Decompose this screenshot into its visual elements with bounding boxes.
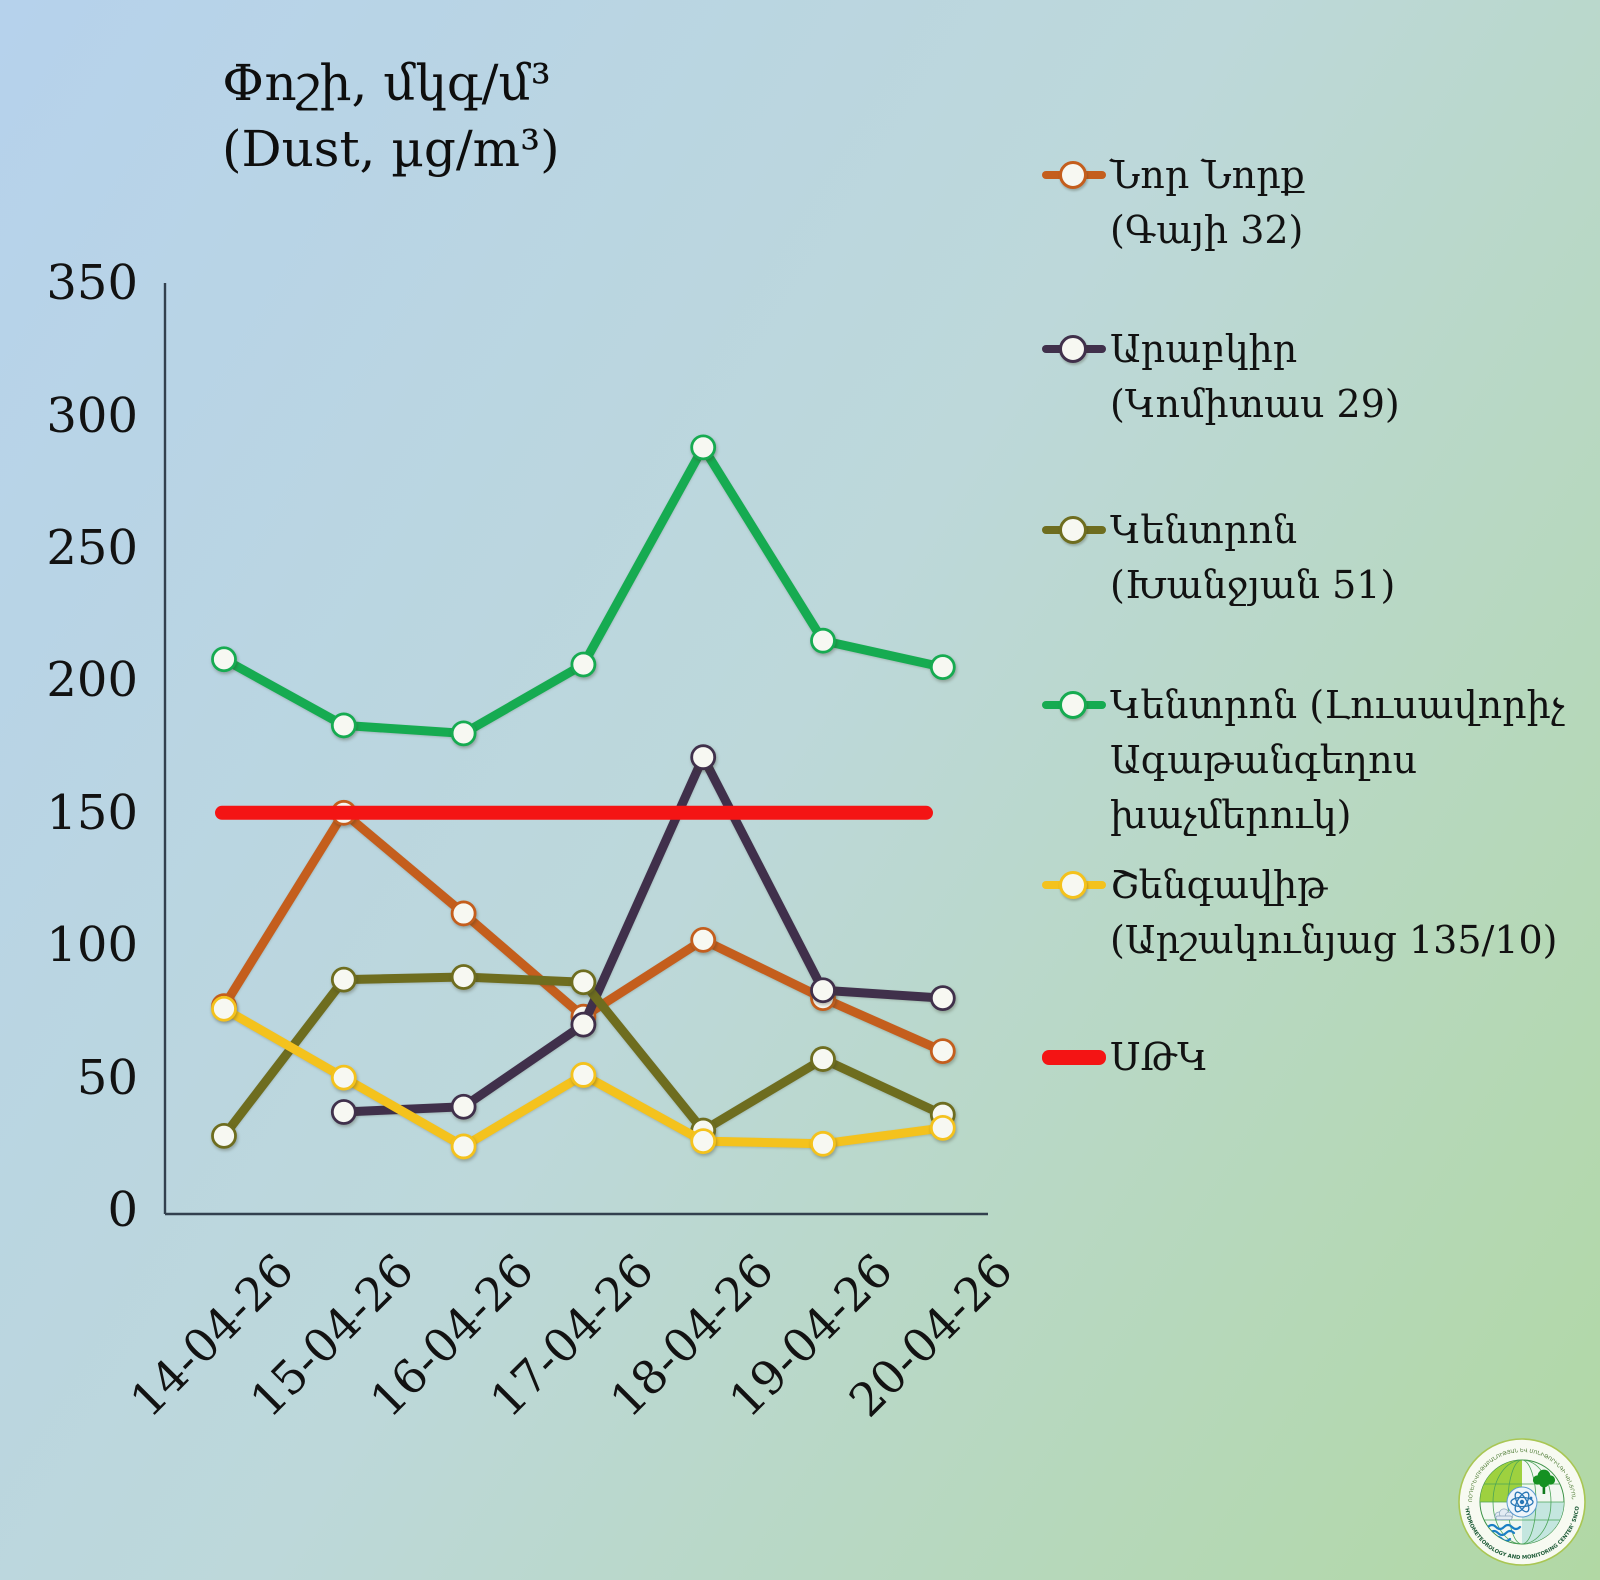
logo-cloud-icon [1494, 1508, 1514, 1521]
data-point-marker [810, 1046, 836, 1072]
data-point-marker [690, 434, 717, 461]
data-point-marker [450, 964, 477, 990]
y-axis-tick-label: 200 [46, 652, 138, 709]
legend-marker [1042, 691, 1106, 719]
legend-item: Նոր Նորք (Գայի 32) [1042, 148, 1305, 258]
data-point-marker [450, 1093, 477, 1120]
legend-label-line: խաչմերուկ) [1110, 793, 1352, 837]
legend-item: Շենգավիթ (Արշակունյաց 135/10) [1042, 858, 1558, 968]
y-axis-tick-label: 50 [76, 1049, 138, 1106]
data-point-marker [690, 927, 717, 953]
legend-label-line: ՍԹԿ [1110, 1035, 1208, 1079]
y-axis-tick-label: 250 [46, 520, 138, 576]
data-point-marker [570, 1062, 597, 1088]
data-point-marker [330, 712, 357, 739]
y-axis-tick-label: 100 [46, 917, 138, 974]
legend-marker [1042, 871, 1106, 899]
data-point-marker [690, 744, 717, 771]
legend-marker [1042, 1043, 1106, 1071]
data-point-marker [810, 627, 836, 654]
data-point-marker [810, 977, 836, 1004]
legend-marker-dot [1059, 871, 1087, 899]
legend-label-line: Շենգավիթ [1110, 863, 1328, 907]
data-point-marker [211, 995, 237, 1022]
legend-label-line: (Արշակունյաց 135/10) [1110, 918, 1558, 962]
data-point-marker [450, 900, 477, 927]
legend-label-line: (Խանջյան 51) [1110, 563, 1396, 607]
data-point-marker [330, 966, 357, 993]
legend-label-line: (Կոմիտաս 29) [1110, 382, 1400, 426]
data-point-marker [929, 1038, 956, 1065]
y-axis-tick-label: 350 [46, 255, 138, 312]
legend-label: Կենտրոն (Խանջյան 51) [1110, 503, 1395, 613]
legend-marker-dot [1059, 691, 1087, 719]
data-point-marker [450, 720, 477, 747]
chart-title-armenian: Փոշի, մկգ/մ³ [222, 54, 551, 112]
y-axis-tick-label: 0 [107, 1182, 138, 1238]
legend-marker [1042, 516, 1106, 544]
org-logo: ՀԻԴՐՈՕԴԵՐԵՎՈՒԹԱԲԱՆՈՒԹՅԱՆ ԵՎ ՄՈՆԻԹՈՐԻՆԳԻ … [1452, 1432, 1586, 1566]
legend-label: Կենտրոն (Լուսավորիչ Ագաթանգեղոս խաչմերուկ) [1110, 678, 1565, 843]
data-point-marker [570, 1011, 597, 1038]
legend-label-line: (Գայի 32) [1110, 208, 1304, 252]
data-point-marker [211, 1122, 237, 1149]
legend-marker [1042, 161, 1106, 189]
legend-item: Կենտրոն (Խանջյան 51) [1042, 503, 1395, 613]
logo-atom-icon [1506, 1486, 1538, 1518]
series-line-2 [339, 752, 948, 1117]
legend-item: ՍԹԿ [1042, 1030, 1208, 1085]
data-point-marker [690, 1128, 717, 1155]
data-point-marker [929, 985, 956, 1012]
legend-label-line: Նոր Նորք [1110, 153, 1305, 197]
data-point-marker [570, 969, 597, 996]
legend-label: Արաբկիր (Կոմիտաս 29) [1110, 322, 1400, 432]
series-line-4 [219, 442, 948, 738]
data-point-marker [570, 651, 597, 678]
y-axis-tick-label: 150 [46, 784, 138, 841]
data-point-marker [330, 1099, 357, 1125]
legend-label-line: Ագաթանգեղոս [1110, 738, 1418, 782]
data-point-marker [929, 654, 956, 681]
legend-marker [1042, 335, 1106, 363]
legend-item: Կենտրոն (Լուսավորիչ Ագաթանգեղոս խաչմերուկ) [1042, 678, 1565, 843]
legend-label: Նոր Նորք (Գայի 32) [1110, 148, 1305, 258]
data-point-marker [929, 1115, 956, 1141]
data-point-marker [810, 1130, 836, 1157]
legend-label-line: Կենտրոն [1110, 508, 1298, 552]
legend-label: ՍԹԿ [1110, 1030, 1208, 1085]
legend-item: Արաբկիր (Կոմիտաս 29) [1042, 322, 1400, 432]
chart-title-english: (Dust, µg/m³) [222, 120, 560, 178]
legend-label-line: Կենտրոն (Լուսավորիչ [1110, 683, 1565, 727]
legend-marker-dot [1059, 516, 1087, 544]
legend-line-swatch [1042, 1050, 1106, 1065]
legend-label-line: Արաբկիր [1110, 327, 1298, 371]
legend-marker-dot [1059, 161, 1087, 189]
logo-tree-icon [1532, 1469, 1556, 1494]
y-axis-tick-label: 300 [46, 387, 138, 444]
data-point-marker [211, 646, 237, 673]
legend-marker-dot [1059, 335, 1087, 363]
data-point-marker [450, 1133, 477, 1160]
legend-label: Շենգավիթ (Արշակունյաց 135/10) [1110, 858, 1558, 968]
chart-title: Փոշի, մկգ/մ³ (Dust, µg/m³) [222, 50, 560, 182]
data-point-marker [330, 1064, 357, 1091]
